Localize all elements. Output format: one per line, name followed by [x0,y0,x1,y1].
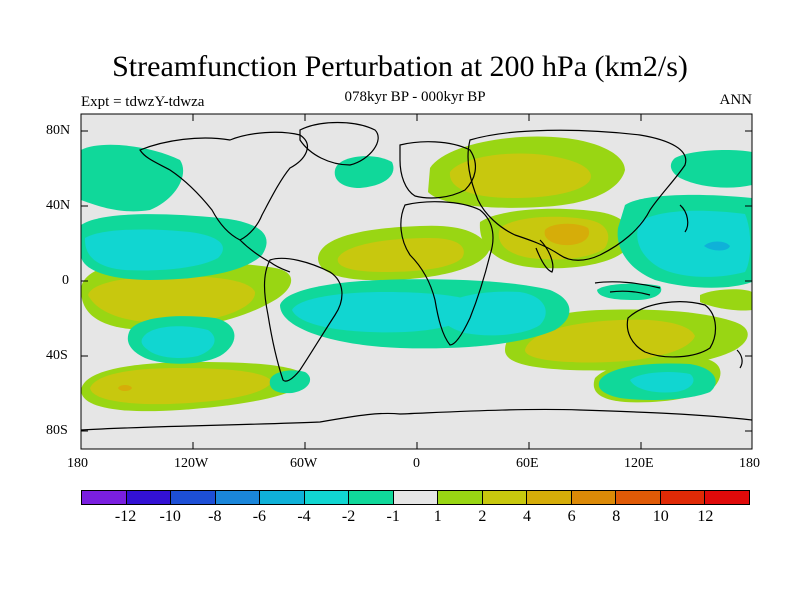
contour-pos-tropical-atl-inner [337,238,464,272]
lon-label-120e: 120E [624,456,654,471]
contour-pos-indian-south-inner [525,319,695,363]
contour-neg-north-east-pac-inner [84,229,223,271]
colorbar-swatch [527,491,572,504]
coastline-greenland [299,121,379,166]
coastline-africa [400,201,494,346]
coastline-asia [467,129,687,261]
colorbar-swatch [349,491,394,504]
colorbar-label: -2 [341,508,356,525]
coastline-north-america [139,131,308,241]
colorbar-label: -10 [159,508,181,525]
colorbar-swatch [660,491,706,504]
contour-neg-south-pacific-inner [141,326,215,358]
lat-label-80n: 80N [46,123,71,138]
colorbar-label: 8 [612,508,621,525]
contour-fields [81,121,752,431]
colorbar-label: 1 [433,508,442,525]
colorbar-label: 4 [523,508,531,525]
lat-label-40s: 40S [46,348,68,363]
colorbar-label: -4 [297,508,311,525]
contour-pos-east-pacific-inner [88,276,256,323]
contour-neg-west-pac-north-inner [637,210,751,277]
colorbar-label: 2 [478,508,487,525]
colorbar-label: -1 [386,508,400,525]
colorbar-label: -6 [252,508,267,525]
colorbar-swatch [260,491,305,504]
colorbar-swatch [171,491,216,504]
colorbar-swatch [616,491,661,504]
coastline-india [535,239,554,273]
colorbar [81,490,750,505]
chart-title: Streamfunction Perturbation at 200 hPa (… [112,50,688,83]
coastline-new-zealand [736,349,743,369]
lat-label-80s: 80S [46,423,68,438]
contour-neg-southern-ocean-east-inner [630,372,694,393]
coastline-indonesia [594,281,661,296]
colorbar-swatch [438,491,483,504]
colorbar-swatch [215,491,261,504]
colorbar-swatch [304,491,350,504]
lon-label-0: 0 [413,456,420,471]
colorbar-swatch [393,491,439,504]
contour-neg-south-atlantic-inner [292,292,480,333]
colorbar-swatch [705,491,749,504]
lon-label-60w: 60W [290,456,318,471]
lat-label-eq: 0 [62,273,69,288]
colorbar-label: -8 [208,508,222,525]
contour-neg-west-pac-core [704,241,730,251]
contour-neg-north-atlantic [334,156,394,188]
lon-label-180w: 180 [67,456,88,471]
lon-label-60e: 60E [516,456,539,471]
coastline-antarctica [81,408,752,431]
chart-subtitle: 078kyr BP - 000kyr BP [344,89,486,105]
coastline-japan [679,204,689,233]
lon-label-180e: 180 [739,456,760,471]
colorbar-label: 6 [567,508,576,525]
lat-label-40n: 40N [46,198,71,213]
coastline-central-america [239,239,291,273]
season-label: ANN [719,92,753,108]
contour-pos-australia-east [700,289,752,311]
colorbar-label: 10 [652,508,669,525]
coastline-south-america [263,257,343,382]
colorbar-label: 12 [697,508,714,525]
contour-pos-south-pacific-core [118,385,132,391]
colorbar-swatch [126,491,172,504]
colorbar-swatch [571,491,617,504]
contour-neg-southern-ocean [269,370,311,394]
colorbar-swatch [482,491,528,504]
contour-neg-north-pacific [81,144,184,212]
coastlines [81,121,752,431]
coastline-europe [399,141,477,199]
experiment-label: Expt = tdwzY-tdwza [81,94,205,110]
tick-marks [80,114,753,449]
lon-label-120w: 120W [174,456,209,471]
coastline-australia [626,301,716,358]
contour-pos-south-asia-core [544,223,590,246]
colorbar-label: -12 [114,508,137,525]
colorbar-swatch [82,491,127,504]
contour-neg-north-atl-east [670,150,752,188]
contour-pos-north-asia-inner [449,153,591,198]
contour-pos-south-pacific-inner [90,368,272,405]
